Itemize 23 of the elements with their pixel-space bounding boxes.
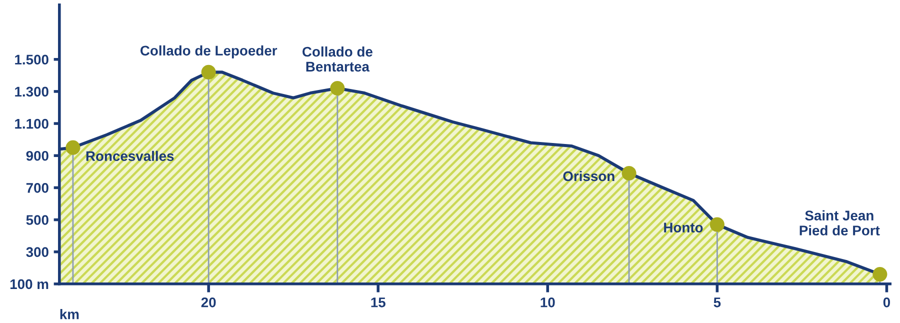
point [622,166,636,181]
annotation: Saint Jean Pied de Port [800,210,880,236]
annotation: Collado de Lepoeder [140,45,278,58]
point [872,267,888,282]
point [330,80,345,96]
y-tick-label: 1.100 [15,118,48,129]
annotation: Collado de Bentartea [302,46,372,72]
x-tick-label: 0 [883,297,890,308]
x-axis-title: km [60,309,79,320]
x-tick-label: 20 [201,297,216,308]
x-tick-label: 5 [714,298,721,308]
y-tick-label: 500 [26,215,48,225]
y-tick-label: 300 [26,247,48,258]
x-tick-label: 15 [371,298,386,308]
point [66,140,80,155]
y-tick-label: 100 m [10,279,48,290]
y-tick-label: 900 [26,150,48,161]
y-tick-label: 1.300 [15,86,48,97]
y-tick-label: 1.500 [15,54,48,65]
point [201,64,216,80]
y-tick-label: 700 [26,183,48,193]
x-tick-label: 10 [540,297,555,308]
point [710,217,724,232]
